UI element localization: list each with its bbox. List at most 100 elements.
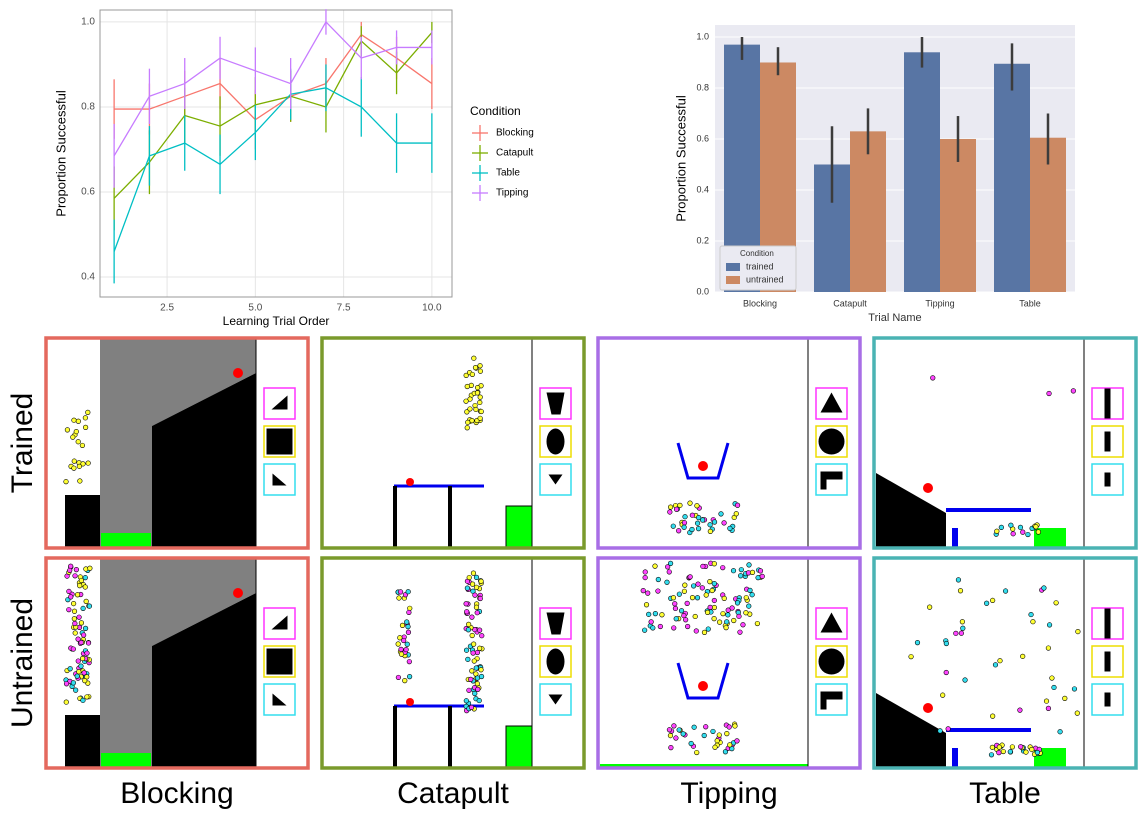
ball-dot [1011,531,1016,536]
ball-dot [405,642,410,647]
ball-dot [909,654,914,659]
ball-dot [995,529,1000,534]
ball-dot [1018,744,1023,749]
ball-dot [76,419,81,424]
ball-dot [83,585,88,590]
ball-dot [649,620,654,625]
legend-title: Condition [470,104,521,118]
y-tick-label: 0.4 [696,184,709,194]
ball-dot [88,566,93,571]
ball-dot [398,590,403,595]
ball-dot [689,741,694,746]
ball-dot [1035,750,1040,755]
ball-dot [695,521,700,526]
ball-dot [1026,532,1031,537]
ball-dot [712,581,717,586]
ball-dot [74,567,79,572]
ball-dot [475,610,480,615]
ball-dot [653,564,658,569]
ball-dot [990,745,995,750]
ball-dot [72,609,77,614]
tool-shape [1105,609,1111,639]
ball-dot [71,435,76,440]
ball-dot [464,648,469,653]
ball-dot [722,596,727,601]
legend-label: Blocking [496,128,534,139]
ball-dot [679,608,684,613]
goal [506,726,532,768]
tool-shape [819,429,845,455]
ball-dot [73,573,78,578]
ball-dot [471,642,476,647]
goal [101,753,151,768]
y-axis-label: Proportion Successful [673,95,688,222]
ball-dot [479,667,484,672]
ball-dot [1036,530,1041,535]
ball-dot [685,601,690,606]
ball-dot [997,750,1002,755]
ball-dot [990,598,995,603]
ball-dot [64,700,69,705]
ball-dot [73,688,78,693]
ball-dot [83,626,88,631]
red-ball [406,698,414,706]
ball-dot [677,592,682,597]
ball-dot [746,604,751,609]
ball-dot [696,526,701,531]
column-label: Blocking [120,777,233,810]
ball-dot [1034,524,1039,529]
y-tick-label: 0.2 [696,235,709,245]
ball-dot [737,614,742,619]
ball-dot [643,570,648,575]
ball-dot [959,631,964,636]
red-ball [233,368,243,378]
ball-dot [473,593,478,598]
ball-dot [68,564,73,569]
ball-dot [73,631,78,636]
red-ball [923,703,933,713]
scene-panel [322,558,584,768]
ball-dot [712,598,717,603]
tool-shape [1105,432,1111,452]
ball-dot [81,606,86,611]
legend-key [726,263,740,271]
ball-dot [472,691,477,696]
ball-dot [80,443,85,448]
ball-dot [695,503,700,508]
ball-dot [1009,523,1014,528]
ball-dot [695,595,700,600]
ball-dot [1029,612,1034,617]
ball-dot [719,512,724,517]
scene-panel [598,338,860,548]
black-block [65,495,100,548]
ball-dot [399,647,404,652]
ball-dot [79,621,84,626]
ball-dot [671,595,676,600]
ball-dot [1071,389,1076,394]
ball-dot [474,575,479,580]
legend-label: Table [496,168,520,179]
black-block [65,715,100,768]
ball-dot [72,459,77,464]
ball-dot [944,641,949,646]
ball-dot [73,621,78,626]
ball-dot [82,671,87,676]
ball-dot [731,618,736,623]
ball-dot [644,602,649,607]
ball-dot [682,520,687,525]
ball-dot [708,605,713,610]
ball-dot [1054,601,1059,606]
ball-dot [1008,749,1013,754]
ball-dot [407,659,412,664]
ball-dot [704,593,709,598]
ball-dot [984,601,989,606]
ball-dot [477,628,482,633]
ball-dot [944,670,949,675]
ball-dot [1024,750,1029,755]
ball-dot [470,615,475,620]
ball-dot [683,583,688,588]
ball-dot [739,567,744,572]
ball-dot [721,611,726,616]
ball-dot [466,657,471,662]
ball-dot [479,409,484,414]
